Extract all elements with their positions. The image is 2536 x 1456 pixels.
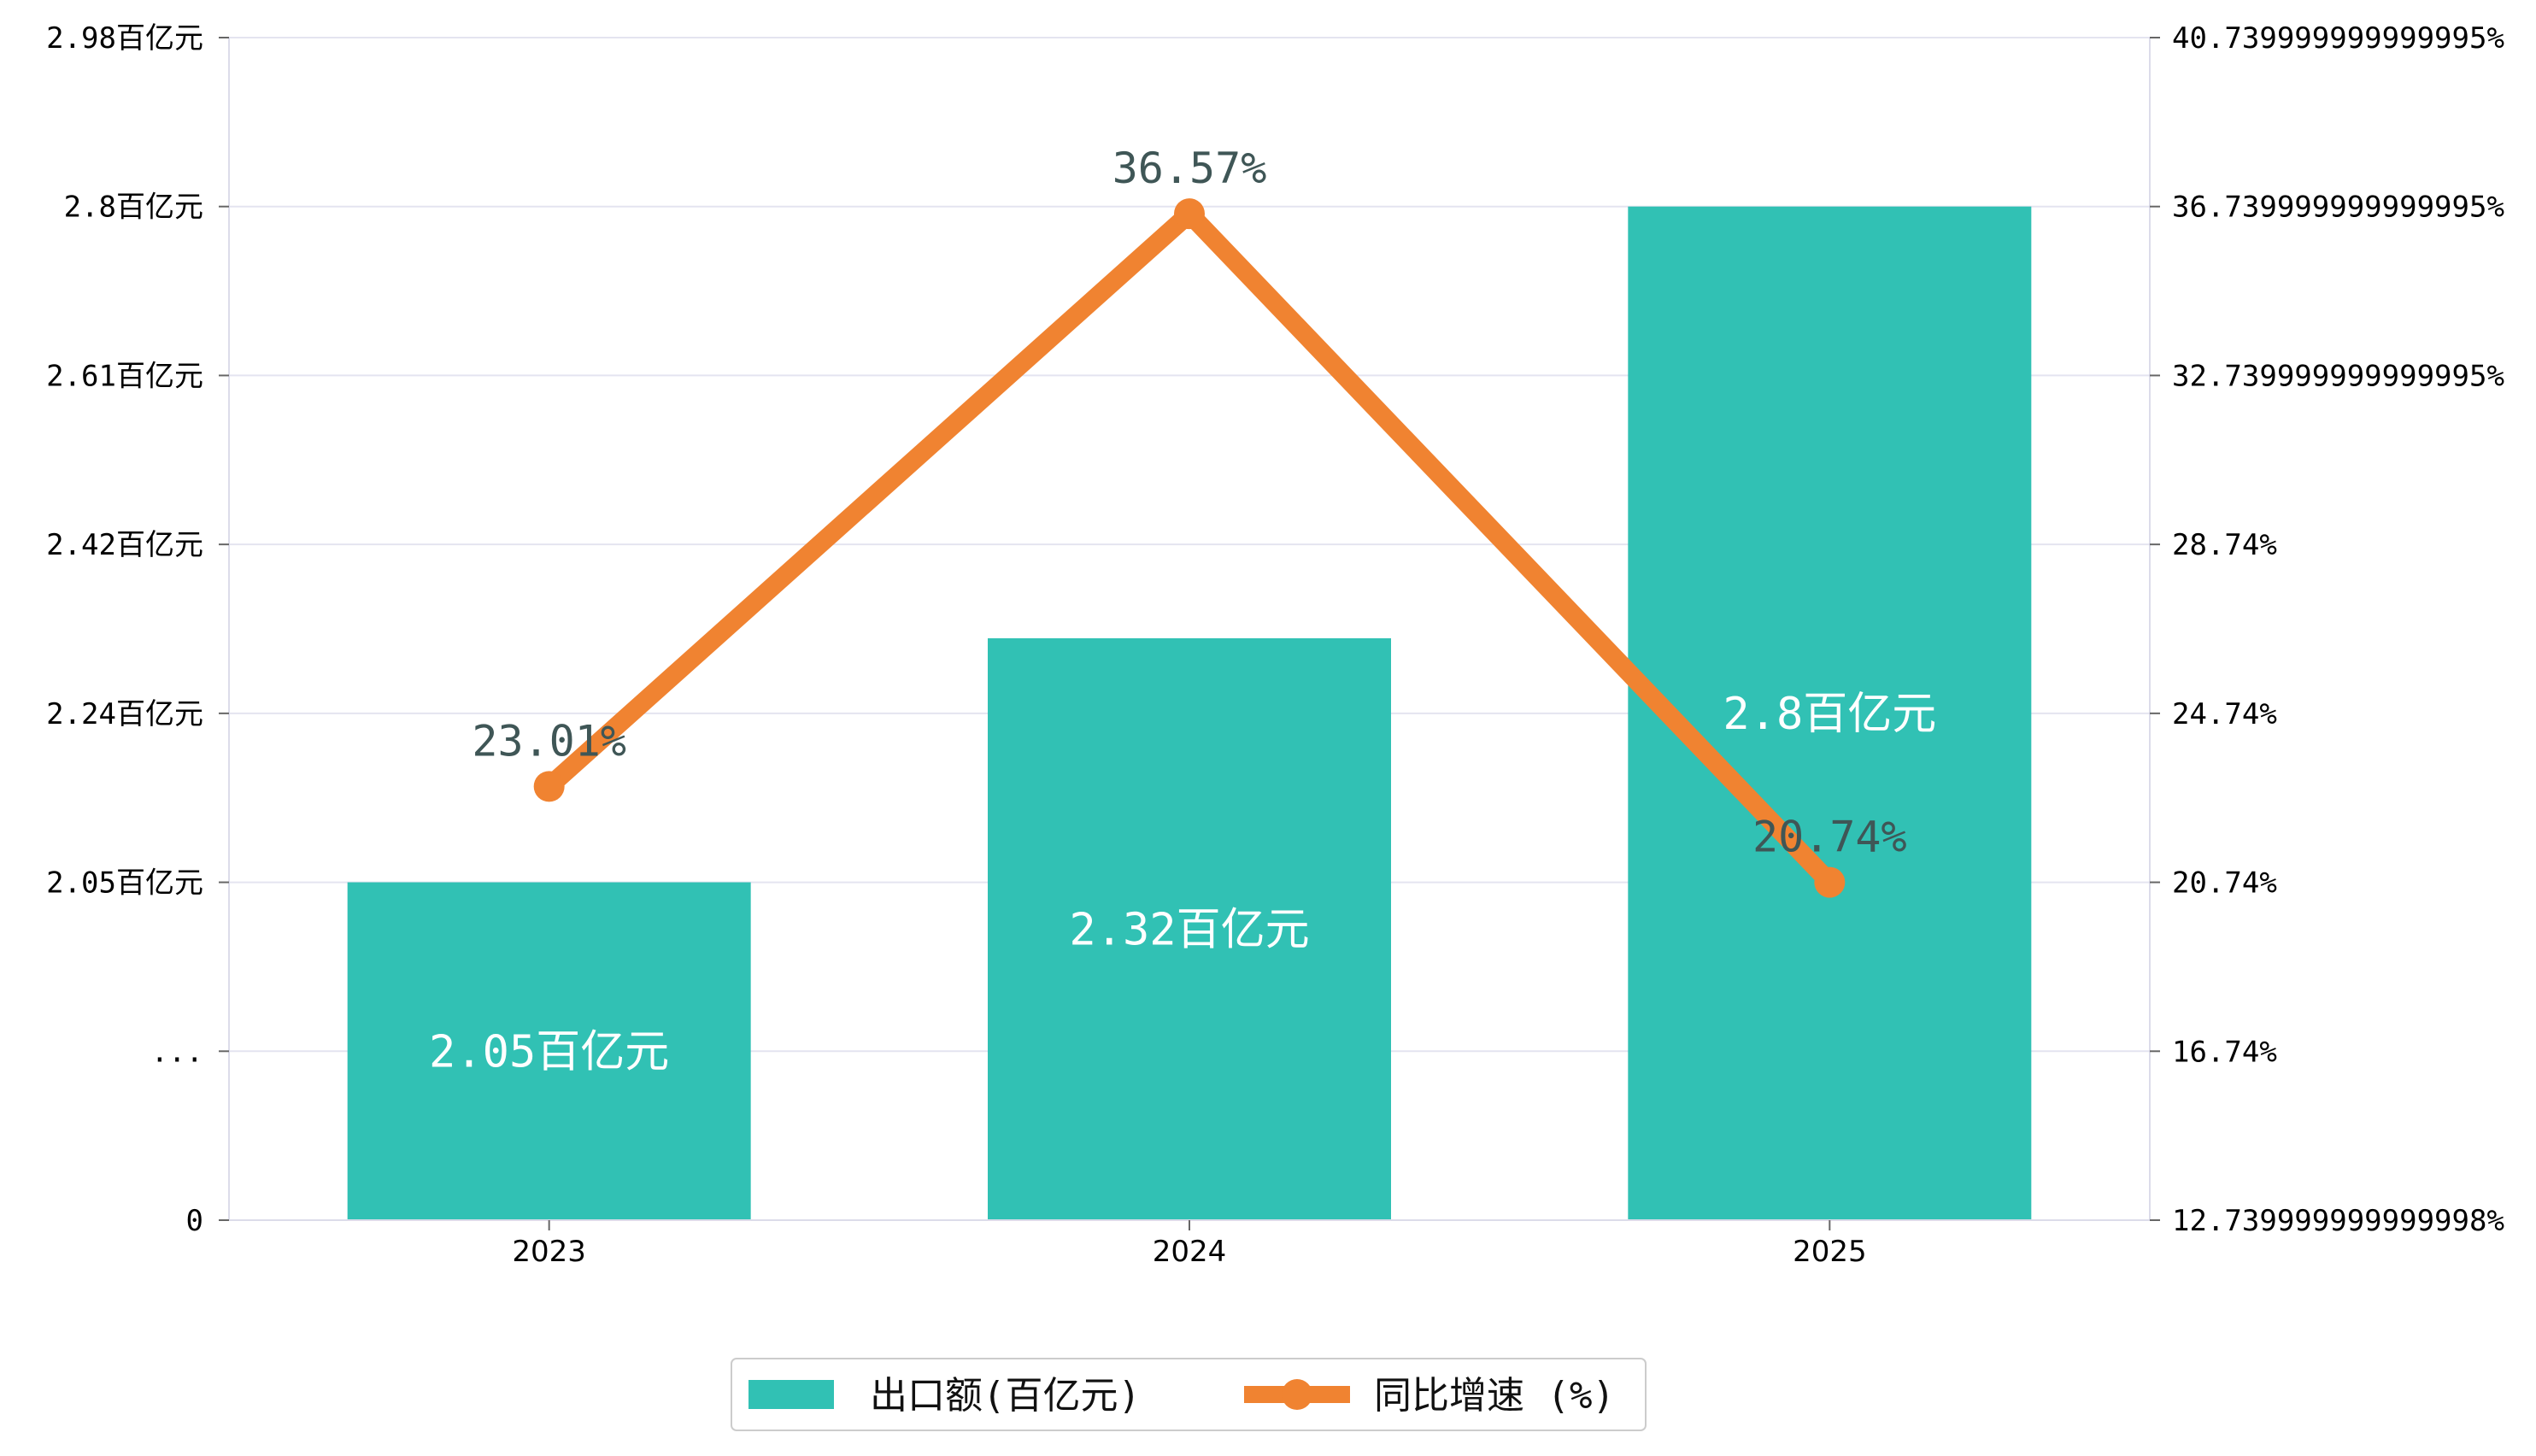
bar: [1628, 206, 2032, 1221]
bar-data-label: 2.8百亿元: [1723, 689, 1936, 740]
line-data-label: 20.74%: [1752, 813, 1907, 862]
left-tick-label: 2.24百亿元: [46, 697, 203, 731]
x-tick-label: 2023: [512, 1235, 586, 1269]
legend-bar-swatch: [748, 1380, 834, 1409]
right-axis-ticks: 12.739999999999998% 16.74% 20.74% 24.74% 28.…: [2150, 21, 2504, 1238]
line-series: [533, 198, 1846, 898]
bar-data-label: 2.32百亿元: [1069, 904, 1309, 955]
line-data-label: 23.01%: [472, 716, 626, 766]
right-tick-label: 32.739999999999995%: [2172, 359, 2504, 393]
legend-frame: [731, 1358, 1647, 1431]
left-tick-label: ...: [151, 1035, 203, 1069]
line-point: [533, 771, 565, 802]
left-tick-label: 2.98百亿元: [46, 21, 203, 56]
right-tick-label: 28.74%: [2172, 528, 2277, 562]
left-tick-label: 0: [186, 1204, 203, 1238]
left-axis-ticks: 0... 2.05百亿元 2.24百亿元 2.42百亿元 2.61百亿元 2.8百亿元 2.…: [46, 21, 229, 1238]
legend: 出口额(百亿元) 同比增速 (%): [731, 1358, 1647, 1431]
left-tick-label: 2.05百亿元: [46, 866, 203, 901]
x-axis-ticks: 2023 2024 2025: [512, 1220, 1867, 1269]
right-tick-label: 36.739999999999995%: [2172, 191, 2504, 225]
bar: [347, 882, 751, 1220]
left-tick-label: 2.42百亿元: [46, 528, 203, 562]
right-tick-label: 16.74%: [2172, 1035, 2277, 1069]
legend-line-label: 同比增速 (%): [1374, 1374, 1615, 1418]
x-tick-label: 2024: [1153, 1235, 1227, 1269]
line-point: [1174, 198, 1205, 230]
left-tick-label: 2.8百亿元: [64, 191, 203, 225]
bar-data-label: 2.05百亿元: [429, 1026, 669, 1077]
right-tick-label: 12.739999999999998%: [2172, 1204, 2504, 1238]
right-tick-label: 40.739999999999995%: [2172, 21, 2504, 56]
line-data-label: 36.57%: [1112, 144, 1267, 193]
legend-bar-label: 出口额(百亿元): [870, 1374, 1141, 1418]
right-tick-label: 24.74%: [2172, 697, 2277, 731]
bar-series: [347, 206, 2032, 1221]
line-data-labels: 23.01% 36.57% 20.74%: [472, 144, 1906, 861]
legend-line-marker: [1282, 1379, 1312, 1410]
bar: [988, 637, 1391, 1220]
bar-data-labels: 2.05百亿元 2.32百亿元 2.8百亿元: [429, 689, 1936, 1077]
right-tick-label: 20.74%: [2172, 866, 2277, 901]
x-tick-label: 2025: [1793, 1235, 1867, 1269]
left-tick-label: 2.61百亿元: [46, 359, 203, 393]
line-point: [1814, 866, 1846, 898]
